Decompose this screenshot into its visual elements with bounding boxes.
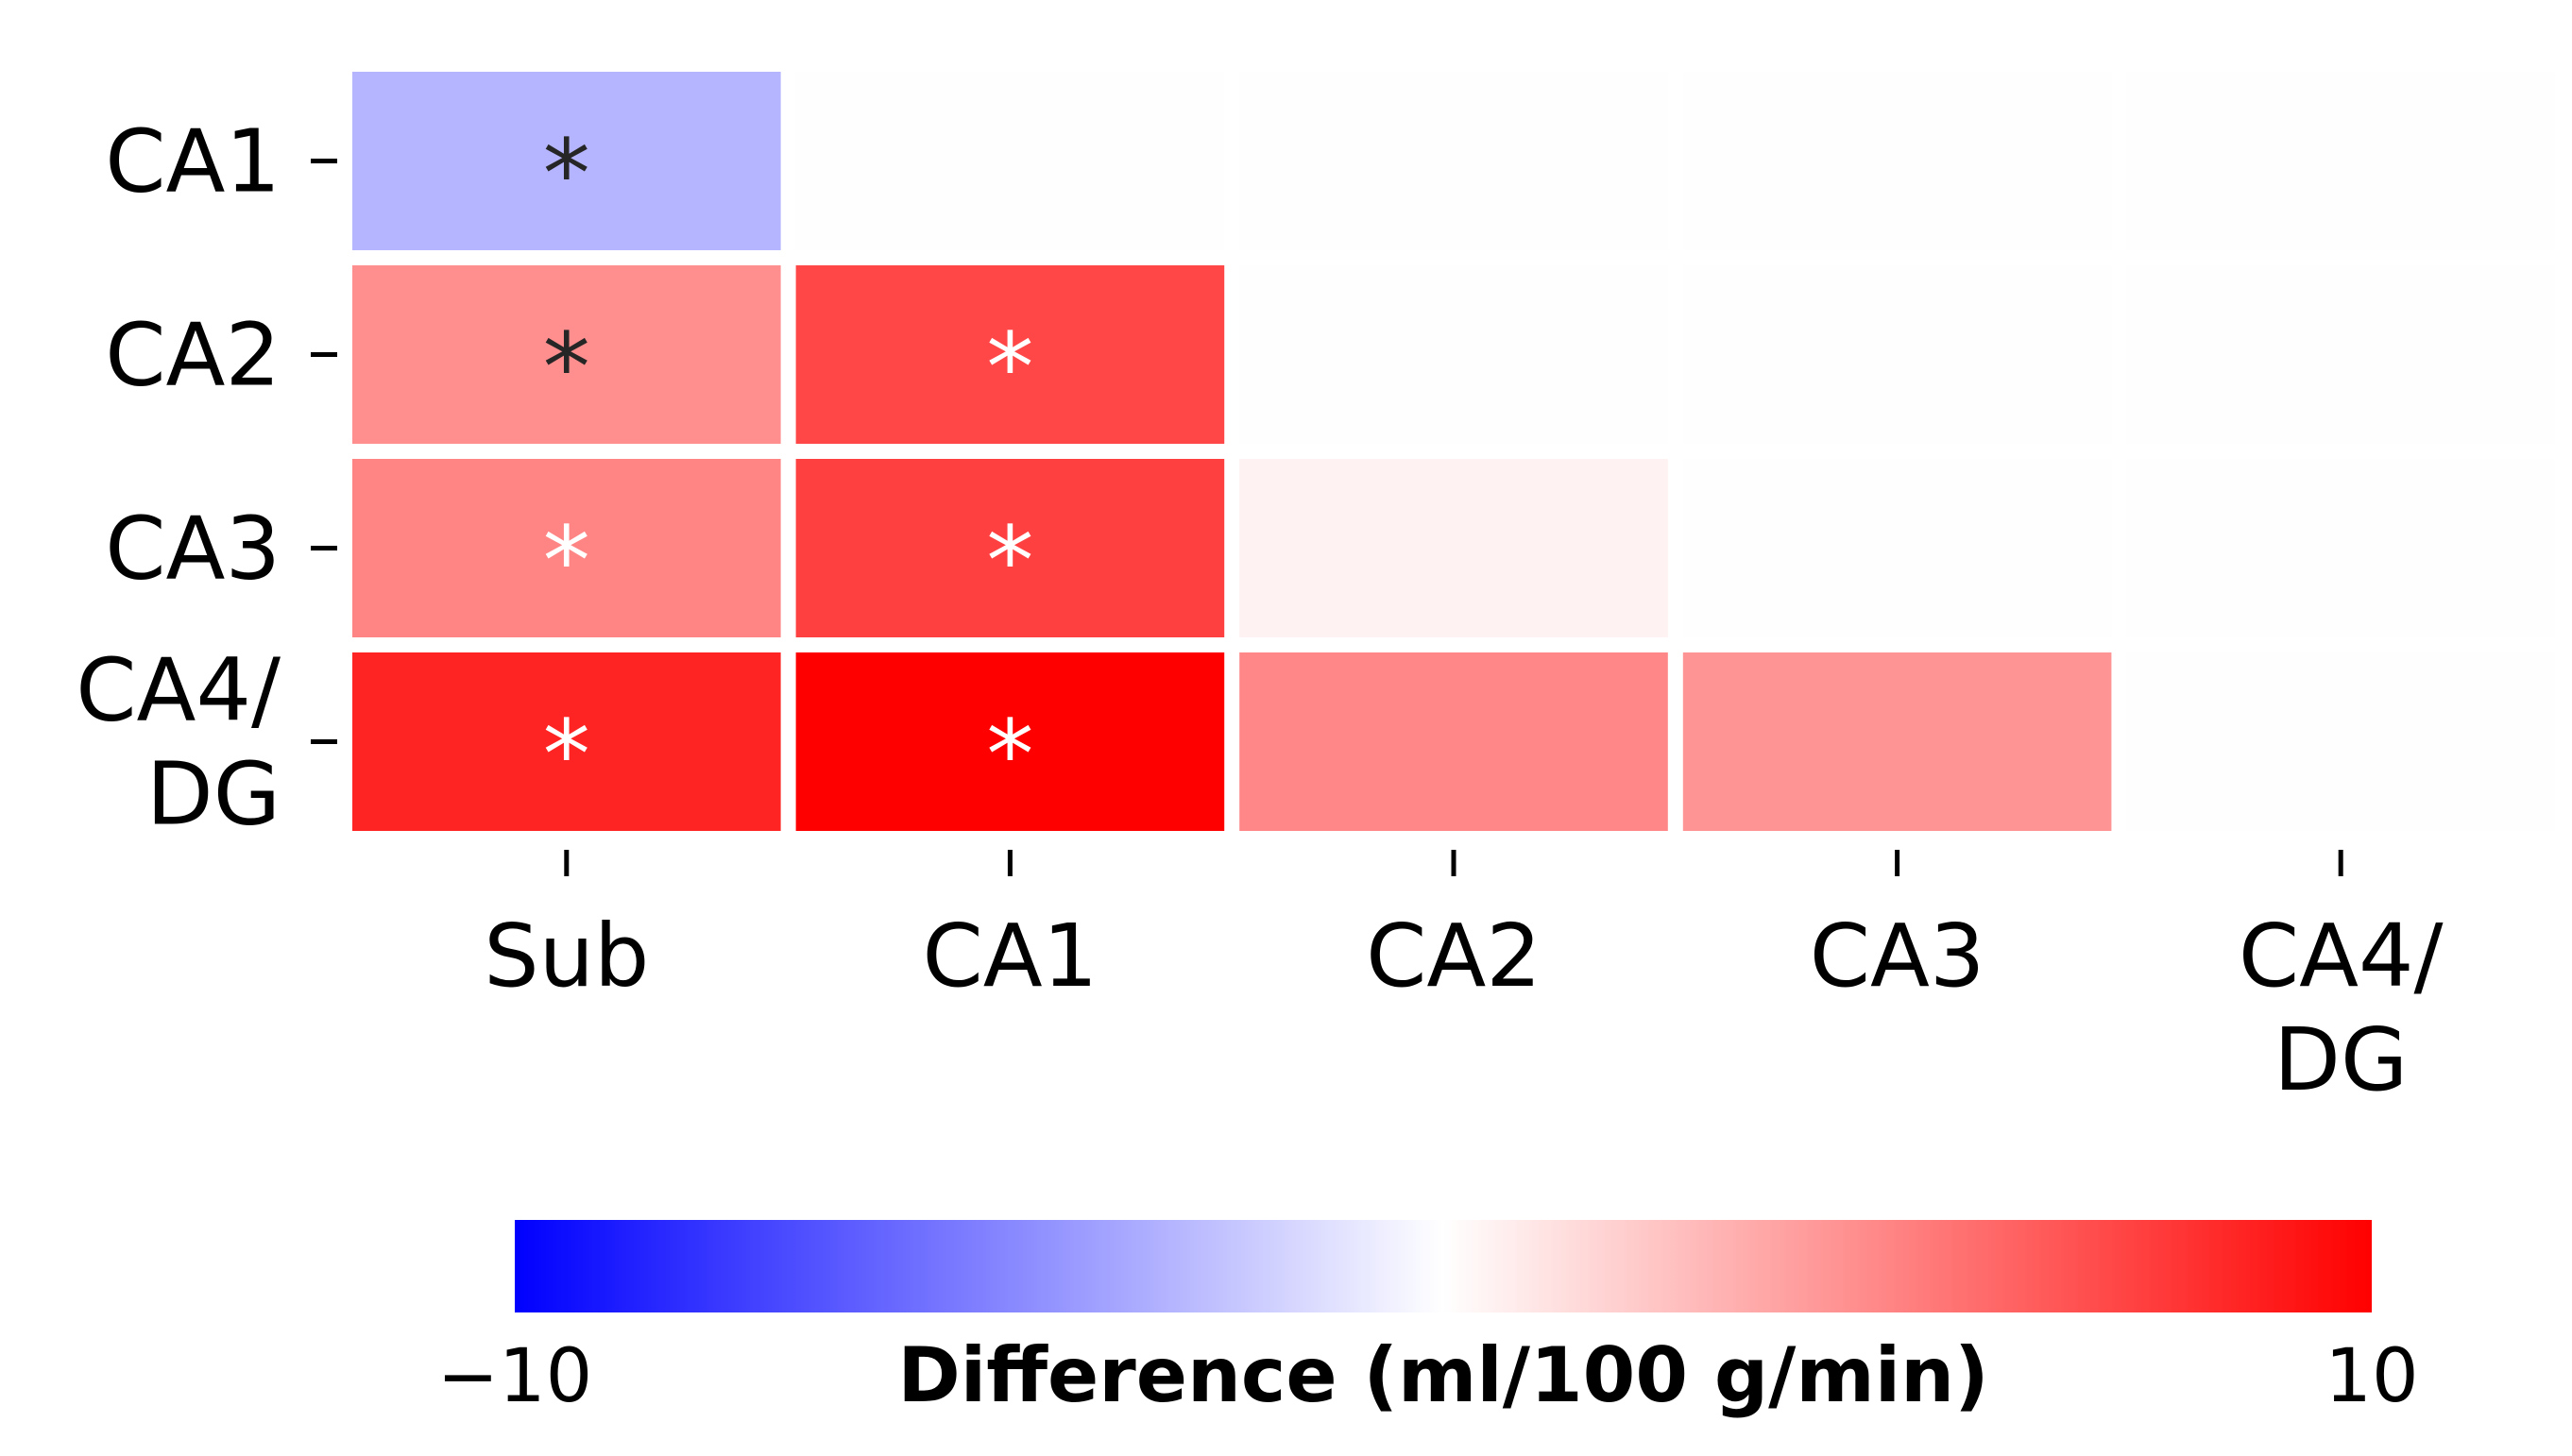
heatmap-cell bbox=[2126, 265, 2555, 444]
y-tick-label: CA2 bbox=[105, 305, 281, 406]
heatmap-cell bbox=[795, 459, 1225, 637]
heatmap-cell bbox=[1682, 652, 2112, 831]
heatmap-cell bbox=[1682, 459, 2112, 637]
significance-star: * bbox=[986, 506, 1033, 617]
heatmap-cell bbox=[352, 459, 781, 637]
heatmap-cell bbox=[352, 72, 781, 250]
significance-star: * bbox=[986, 700, 1033, 810]
heatmap-cell bbox=[352, 652, 781, 831]
x-axis: Sub CA1 CA2 CA3 CA4/DG bbox=[484, 850, 2444, 1110]
significance-star: * bbox=[986, 313, 1033, 423]
y-axis: CA1 CA2 CA3 CA4/DG bbox=[76, 111, 337, 845]
x-tick-label: Sub bbox=[484, 906, 649, 1007]
y-tick-label: CA1 bbox=[105, 111, 281, 212]
colorbar-min-tick: −10 bbox=[437, 1334, 593, 1419]
x-tick-label: DG bbox=[2274, 1009, 2408, 1110]
heatmap-cell bbox=[1682, 265, 2112, 444]
heatmap-cell bbox=[1239, 652, 1668, 831]
heatmap-cell bbox=[1682, 72, 2112, 250]
significance-star: * bbox=[543, 700, 590, 810]
x-tick-label: CA3 bbox=[1810, 906, 1985, 1007]
colorbar-gradient bbox=[515, 1220, 2372, 1312]
y-tick-label: CA3 bbox=[105, 499, 281, 600]
significance-star: * bbox=[543, 506, 590, 617]
heatmap-cells bbox=[352, 72, 2555, 831]
colorbar-label: Difference (ml/100 g/min) bbox=[897, 1331, 1988, 1419]
y-tick-label: CA4/ bbox=[76, 640, 281, 741]
x-tick-label: CA1 bbox=[923, 906, 1099, 1007]
heatmap-cell bbox=[795, 652, 1225, 831]
heatmap-cell bbox=[795, 72, 1225, 250]
heatmap-cell bbox=[1239, 72, 1668, 250]
x-tick-label: CA4/ bbox=[2239, 906, 2444, 1007]
heatmap-cell bbox=[1239, 265, 1668, 444]
heatmap-cell bbox=[2126, 72, 2555, 250]
y-tick-label: DG bbox=[146, 744, 281, 845]
heatmap-cell bbox=[352, 265, 781, 444]
heatmap-cell bbox=[2126, 459, 2555, 637]
heatmap-cell bbox=[2126, 652, 2555, 831]
significance-star: * bbox=[543, 313, 590, 423]
heatmap-cell bbox=[1239, 459, 1668, 637]
colorbar-max-tick: 10 bbox=[2325, 1334, 2418, 1419]
significance-markers: * * * * * * * bbox=[543, 119, 1034, 810]
colorbar: −10 10 Difference (ml/100 g/min) bbox=[437, 1220, 2419, 1419]
x-tick-label: CA2 bbox=[1366, 906, 1541, 1007]
heatmap-cell bbox=[795, 265, 1225, 444]
significance-star: * bbox=[543, 119, 590, 229]
